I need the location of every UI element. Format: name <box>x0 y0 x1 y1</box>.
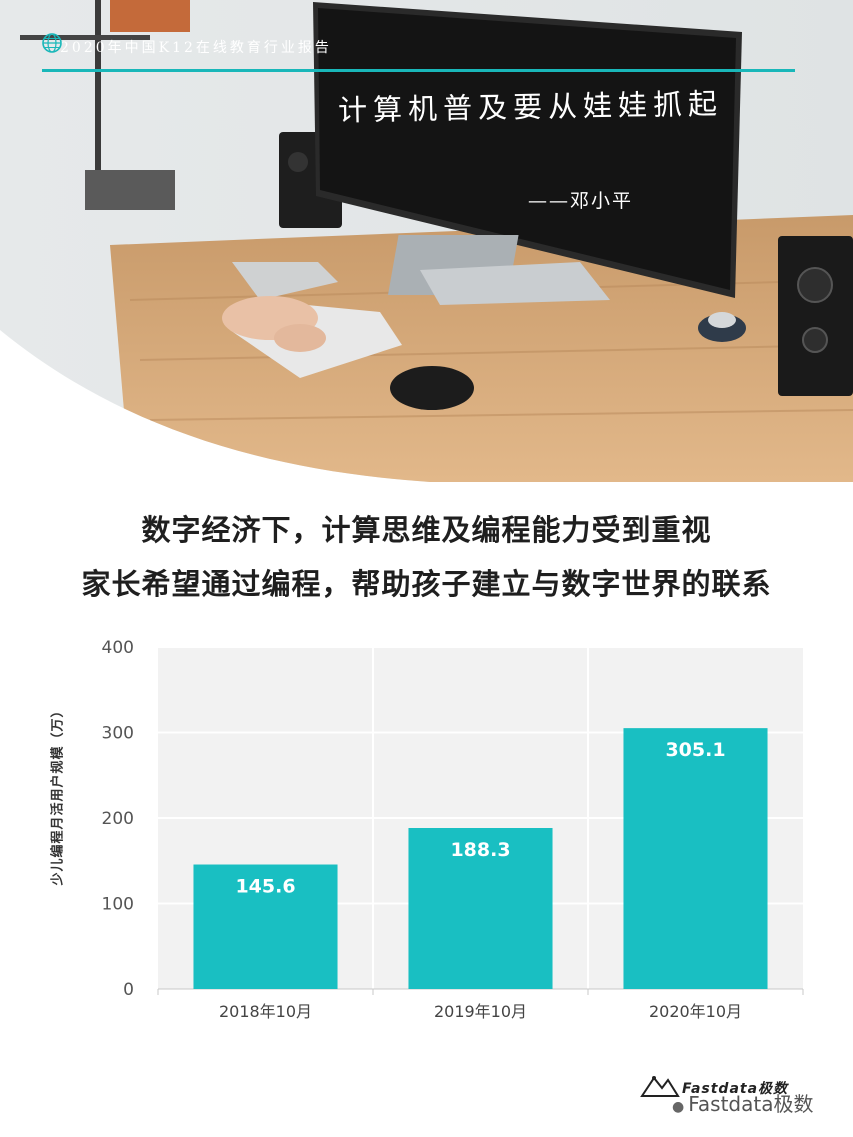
bar-data-label: 188.3 <box>450 839 510 861</box>
x-tick-label: 2020年10月 <box>649 1002 742 1021</box>
bar <box>623 728 768 989</box>
fastdata-logo-icon <box>640 1076 680 1097</box>
bar <box>408 828 553 989</box>
bar-data-label: 145.6 <box>235 876 295 898</box>
bar-chart: 0 100 200 300 400 145.6 2018年10月 188.3 2019年10月 3… <box>102 638 804 1021</box>
y-tick-label: 200 <box>102 809 134 829</box>
quote-text: 计算机普及要从娃娃抓起 <box>337 86 724 128</box>
x-tick-label: 2019年10月 <box>434 1002 527 1021</box>
y-tick-label: 0 <box>123 980 134 1000</box>
y-tick-label: 300 <box>102 724 134 744</box>
wechat-account-name: Fastdata极数 <box>688 1092 814 1116</box>
y-tick-label: 100 <box>102 895 134 915</box>
quote-author: ——邓小平 <box>528 190 634 212</box>
headline-line-1: 数字经济下，计算思维及编程能力受到重视 <box>141 513 712 547</box>
report-title: 2020年中国K12在线教育行业报告 <box>60 40 332 56</box>
bar <box>193 864 338 989</box>
footer-brand: Fastdata极数 ● Fastdata极数 <box>636 1070 836 1130</box>
wechat-account: ● Fastdata极数 <box>672 1088 813 1117</box>
desk-illustration <box>0 0 853 482</box>
hero-photo: 2020年中国K12在线教育行业报告 计算机普及要从娃娃抓起 ——邓小平 <box>0 0 853 482</box>
x-tick-label: 2018年10月 <box>219 1002 312 1021</box>
bar-data-label: 305.1 <box>665 739 725 761</box>
brand-logo-text: Fastdata极数 <box>682 1081 789 1097</box>
header-divider <box>42 69 795 72</box>
wechat-icon: ● <box>672 1099 685 1115</box>
report-header: 2020年中国K12在线教育行业报告 <box>42 33 332 61</box>
globe-icon <box>42 33 62 53</box>
headline-line-2: 家长希望通过编程，帮助孩子建立与数字世界的联系 <box>81 567 772 601</box>
y-tick-label: 400 <box>102 638 134 658</box>
